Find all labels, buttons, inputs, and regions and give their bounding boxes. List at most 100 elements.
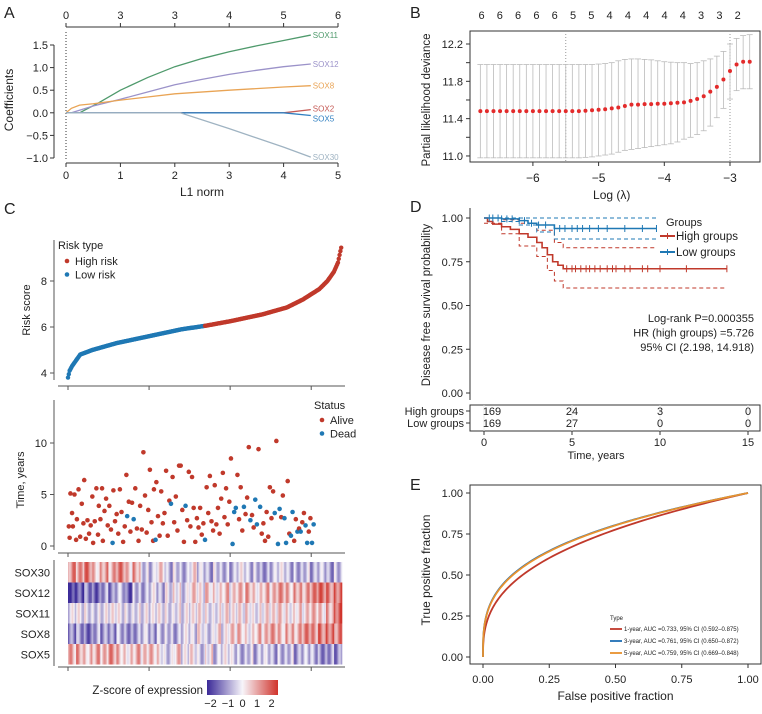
alive-point bbox=[157, 533, 162, 538]
x-axis-title: False positive fraction bbox=[557, 689, 673, 703]
alive-point bbox=[209, 518, 214, 524]
heatmap-cell bbox=[266, 623, 268, 644]
alive-point bbox=[74, 516, 80, 522]
heatmap-cell bbox=[86, 582, 88, 603]
heatmap-cell bbox=[86, 644, 88, 665]
heatmap-cell bbox=[221, 623, 224, 644]
heatmap-cell bbox=[113, 644, 116, 665]
heatmap-cell bbox=[74, 644, 76, 665]
heatmap-cell bbox=[336, 623, 338, 644]
heatmap-cell bbox=[242, 582, 244, 603]
heatmap-cell bbox=[70, 582, 72, 603]
heatmap-cell bbox=[157, 644, 159, 665]
deviance-point bbox=[662, 101, 667, 106]
heatmap-cell bbox=[127, 562, 129, 583]
heatmap-cell bbox=[126, 603, 128, 624]
heatmap-cell bbox=[112, 603, 114, 624]
alive-point bbox=[134, 526, 140, 531]
heatmap-cell bbox=[188, 582, 190, 603]
heatmap-cell bbox=[179, 644, 181, 665]
heatmap-cell bbox=[232, 623, 234, 644]
series-label-sox30: SOX30 bbox=[313, 153, 339, 162]
heatmap-cell bbox=[139, 603, 141, 624]
heatmap-cell bbox=[312, 623, 315, 644]
heatmap-cell bbox=[229, 562, 231, 583]
heatmap-cell bbox=[234, 582, 236, 603]
heatmap-cell bbox=[337, 644, 340, 665]
heatmap-cell bbox=[277, 644, 279, 665]
heatmap-cell bbox=[91, 644, 93, 665]
heatmap-cell bbox=[119, 603, 121, 624]
heatmap-cell bbox=[314, 603, 316, 624]
heatmap-cell bbox=[79, 603, 81, 624]
heatmap-cell bbox=[237, 603, 239, 624]
heatmap-cell bbox=[72, 582, 74, 603]
heatmap-cell bbox=[337, 644, 339, 665]
heatmap-cell bbox=[78, 644, 80, 665]
heatmap-cell bbox=[80, 603, 82, 624]
heatmap-cell bbox=[176, 562, 178, 583]
heatmap-cell bbox=[188, 582, 190, 603]
heatmap-cell bbox=[74, 603, 76, 624]
heatmap-cell bbox=[110, 644, 112, 665]
heatmap-cell bbox=[239, 562, 241, 583]
heatmap-cell bbox=[175, 644, 177, 665]
heatmap-cell bbox=[299, 603, 301, 624]
heatmap-cell bbox=[174, 644, 176, 665]
heatmap-cell bbox=[264, 582, 266, 603]
heatmap-cell bbox=[138, 603, 141, 624]
heatmap-cell bbox=[238, 644, 240, 665]
heatmap-cell bbox=[138, 603, 140, 624]
heatmap-cell bbox=[200, 582, 203, 603]
heatmap-cell bbox=[90, 644, 92, 665]
heatmap-cell bbox=[146, 623, 148, 644]
heatmap-cell bbox=[321, 603, 323, 624]
heatmap-cell bbox=[92, 644, 95, 665]
heatmap-cell bbox=[213, 582, 215, 603]
heatmap-cell bbox=[306, 582, 308, 603]
high-groups-survival-curve bbox=[484, 217, 727, 270]
heatmap-cell bbox=[297, 603, 299, 624]
heatmap-cell bbox=[202, 582, 204, 603]
heatmap-cell bbox=[186, 582, 188, 603]
heatmap-cell bbox=[331, 582, 333, 603]
heatmap-cell bbox=[106, 603, 108, 624]
heatmap-cell bbox=[93, 562, 95, 583]
deviance-point bbox=[537, 109, 542, 114]
heatmap-cell bbox=[205, 623, 207, 644]
heatmap-cell bbox=[268, 603, 270, 624]
heatmap-cell bbox=[254, 562, 256, 583]
dead-point bbox=[282, 515, 287, 521]
heatmap-cell bbox=[329, 582, 332, 603]
heatmap-cell bbox=[136, 644, 138, 665]
heatmap-cell bbox=[240, 623, 242, 644]
heatmap-cell bbox=[85, 644, 87, 665]
heatmap-cell bbox=[264, 603, 266, 624]
alive-point bbox=[270, 489, 276, 494]
heatmap-cell bbox=[273, 623, 275, 644]
heatmap-cell bbox=[100, 603, 102, 624]
heatmap-cell bbox=[286, 603, 288, 624]
x-axis-title: L1 norm bbox=[180, 185, 224, 199]
heatmap-cell bbox=[258, 603, 260, 624]
heatmap-cell bbox=[295, 623, 297, 644]
dead-point bbox=[272, 510, 278, 516]
nonzero-count-label: 3 bbox=[698, 10, 704, 22]
heatmap-cell bbox=[284, 562, 286, 583]
heatmap-cell bbox=[257, 644, 259, 665]
heatmap-cell bbox=[157, 623, 159, 644]
heatmap-cell bbox=[82, 644, 84, 665]
heatmap-cell bbox=[124, 582, 126, 603]
heatmap-cell bbox=[160, 562, 162, 583]
heatmap-cell bbox=[311, 644, 313, 665]
heatmap-cell bbox=[268, 644, 270, 665]
heatmap-cell bbox=[275, 644, 277, 665]
heatmap-cell bbox=[201, 582, 203, 603]
heatmap-cell bbox=[96, 644, 98, 665]
heatmap-cell bbox=[147, 623, 149, 644]
heatmap-cell bbox=[271, 562, 273, 583]
x-tick-label: 1 bbox=[117, 170, 123, 182]
heatmap-cell bbox=[125, 562, 127, 583]
heatmap-cell bbox=[336, 582, 338, 603]
deviance-point bbox=[701, 94, 706, 99]
